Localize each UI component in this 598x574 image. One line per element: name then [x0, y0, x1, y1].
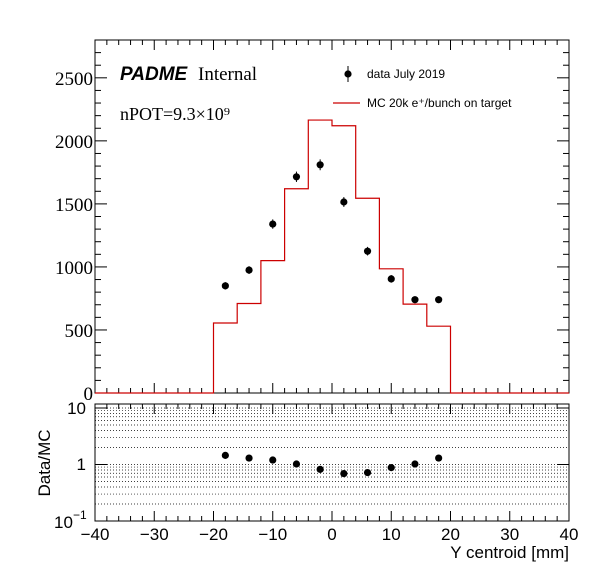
ratio-ytick-ten: 10	[67, 399, 86, 418]
top-ytick-label: 2500	[55, 69, 93, 90]
ratio-point	[340, 470, 348, 478]
ratio-ytick-tenth-base: 10	[54, 513, 73, 532]
ratio-point	[316, 465, 324, 473]
legend: data July 2019 MC 20k e⁺/bunch on target	[333, 66, 512, 110]
ratio-tick-marks	[94, 404, 570, 522]
ratio-point	[411, 460, 419, 468]
x-tick-label: −30	[140, 525, 169, 544]
mc-histogram	[95, 119, 569, 394]
data-point	[269, 220, 277, 228]
ratio-panel: 10 1 10 −1 −40 −30 −20 −10 0 10 20 30 40 Data/MC…	[35, 399, 578, 562]
legend-entry-mc: MC 20k e⁺/bunch on target	[333, 96, 512, 110]
ratio-point	[221, 451, 229, 459]
brand-suffix-label: Internal	[198, 64, 257, 85]
x-tick-label: 10	[382, 525, 401, 544]
data-point	[221, 282, 229, 290]
top-y-tick-labels: 0 500 1000 1500 2000 2500	[55, 69, 93, 405]
data-point	[245, 266, 253, 274]
legend-mc-label: MC 20k e⁺/bunch on target	[367, 96, 512, 110]
data-point	[316, 161, 324, 169]
x-tick-label: −40	[81, 525, 110, 544]
data-point	[340, 198, 348, 206]
ratio-grid	[95, 407, 569, 505]
x-tick-label: 20	[441, 525, 460, 544]
ratio-point	[387, 464, 395, 472]
legend-entry-data: data July 2019	[344, 66, 445, 82]
brand-label: PADME	[120, 64, 189, 85]
ratio-point	[292, 460, 301, 468]
mc-histogram-line	[95, 119, 569, 394]
top-ytick-label: 1500	[55, 195, 93, 216]
y-axis-title: Data/MC	[35, 429, 54, 496]
data-points	[221, 159, 443, 304]
x-tick-labels: −40 −30 −20 −10 0 10 20 30 40	[81, 525, 579, 544]
ratio-points	[221, 451, 443, 478]
top-plot-frame	[94, 39, 570, 394]
top-ytick-label: 1000	[55, 258, 93, 279]
ratio-point	[363, 468, 372, 477]
top-tick-marks	[94, 39, 570, 394]
x-axis-title: Y centroid [mm]	[450, 543, 569, 562]
top-ytick-label: 500	[65, 321, 94, 342]
ratio-plot-frame	[94, 403, 570, 522]
npot-label: nPOT=9.3×10⁹	[120, 104, 230, 124]
x-tick-label: −10	[258, 525, 287, 544]
top-panel: 0 500 1000 1500 2000 2500 PADME Internal nPOT…	[55, 39, 570, 405]
legend-data-label: data July 2019	[367, 67, 445, 81]
data-point	[411, 296, 419, 304]
data-point	[387, 275, 395, 283]
x-tick-label: 0	[327, 525, 336, 544]
ratio-ytick-tenth-exp: −1	[73, 508, 87, 522]
top-ytick-label: 0	[84, 384, 94, 405]
data-point	[363, 247, 372, 255]
ratio-point	[269, 456, 277, 464]
legend-data-marker	[344, 70, 352, 78]
x-tick-label: −20	[199, 525, 228, 544]
ratio-y-tick-labels: 10 1 10 −1	[54, 399, 87, 532]
ratio-ytick-tenth: 10 −1	[54, 508, 87, 532]
ratio-point	[245, 454, 253, 462]
top-ytick-label: 2000	[55, 132, 93, 153]
ratio-point	[435, 454, 443, 462]
ratio-ytick-one: 1	[77, 455, 86, 474]
data-point	[292, 173, 301, 181]
x-tick-label: 40	[560, 525, 579, 544]
data-point	[435, 296, 443, 304]
x-tick-label: 30	[500, 525, 519, 544]
